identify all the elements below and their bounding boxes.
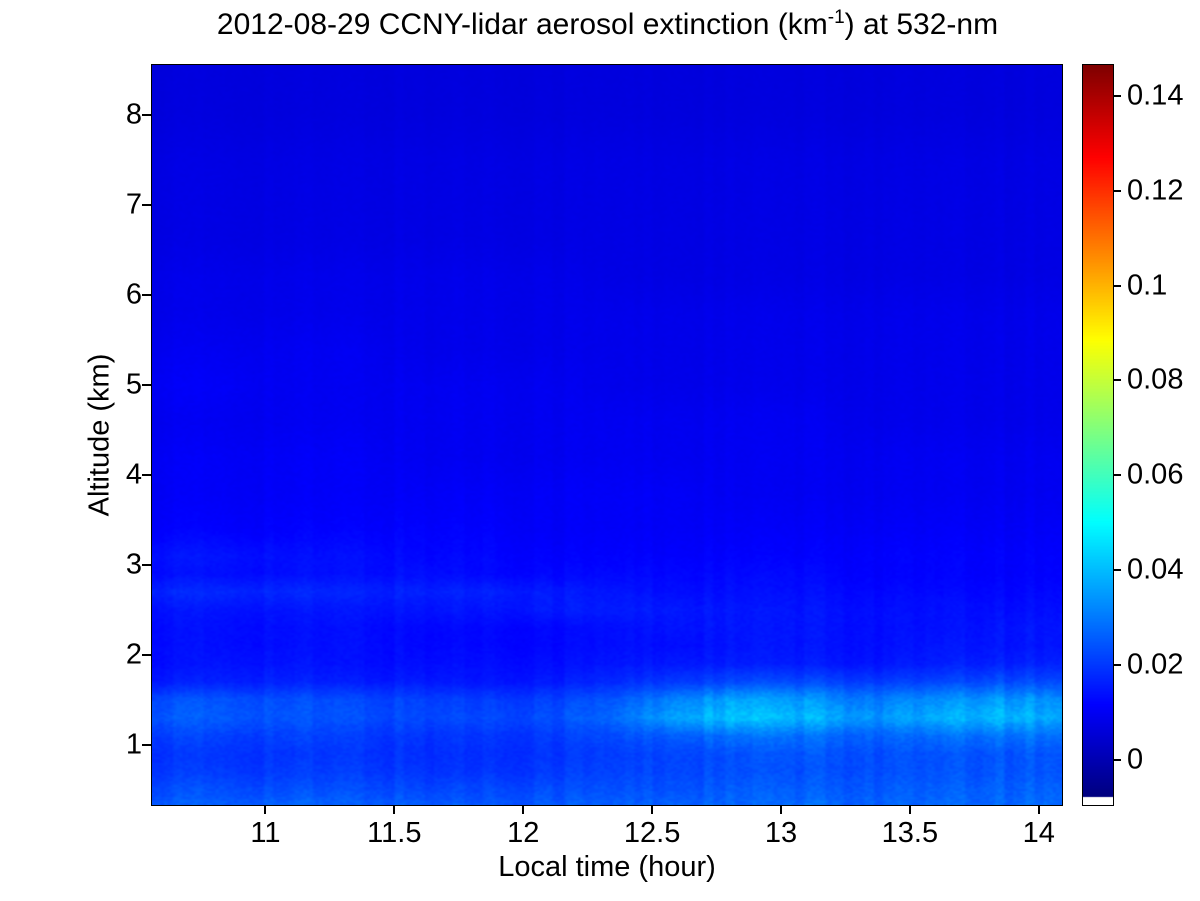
x-axis-label: Local time (hour) (498, 851, 716, 883)
colorbar-tick-label: 0.06 (1127, 458, 1184, 491)
colorbar-tick-label: 0.08 (1127, 363, 1184, 396)
y-tick-label: 4 (125, 458, 142, 491)
y-tick-label: 3 (125, 548, 142, 581)
colorbar-gradient (1082, 64, 1114, 806)
y-tick-label: 2 (125, 638, 142, 671)
y-tick-label: 8 (125, 98, 142, 131)
y-tick-mark (142, 653, 151, 656)
x-tick-label: 14 (1022, 817, 1055, 849)
chart-title-main: 2012-08-29 CCNY-lidar aerosol extinction… (216, 8, 828, 41)
y-tick-mark (142, 743, 151, 746)
colorbar-tick-mark (1114, 569, 1121, 572)
x-tick-label: 12.5 (623, 817, 681, 849)
y-tick-mark (142, 563, 151, 566)
x-tick-label: 11 (250, 817, 281, 849)
x-tick-mark (393, 806, 396, 814)
y-tick-label: 5 (125, 368, 142, 401)
colorbar-tick-mark (1114, 284, 1121, 287)
chart-title: 2012-08-29 CCNY-lidar aerosol extinction… (120, 7, 1095, 42)
colorbar-tick-label: 0.1 (1127, 269, 1168, 302)
x-tick-label: 13.5 (881, 817, 939, 849)
colorbar-tick-mark (1114, 758, 1121, 761)
colorbar-tick-label: 0.04 (1127, 553, 1184, 586)
colorbar-tick-mark (1114, 664, 1121, 667)
x-tick-mark (908, 806, 911, 814)
y-tick-label: 1 (125, 728, 142, 761)
colorbar-tick-mark (1114, 474, 1121, 477)
y-tick-label: 7 (125, 188, 142, 221)
chart-title-tail: ) at 532-nm (844, 8, 999, 41)
colorbar-tick-label: 0 (1127, 743, 1144, 776)
y-tick-label: 6 (125, 278, 142, 311)
x-tick-mark (264, 806, 267, 814)
x-tick-mark (1037, 806, 1040, 814)
y-tick-mark (142, 204, 151, 207)
y-tick-mark (142, 384, 151, 387)
y-tick-mark (142, 294, 151, 297)
x-tick-mark (522, 806, 525, 814)
chart-title-superscript: -1 (827, 7, 845, 28)
colorbar-tick-mark (1114, 189, 1121, 192)
y-tick-mark (142, 114, 151, 117)
heatmap-canvas (151, 64, 1063, 806)
x-tick-mark (651, 806, 654, 814)
colorbar-tick-mark (1114, 94, 1121, 97)
colorbar-tick-label: 0.14 (1127, 79, 1184, 112)
x-tick-label: 11.5 (367, 817, 422, 849)
y-tick-mark (142, 474, 151, 476)
colorbar-tick-label: 0.12 (1127, 174, 1184, 207)
x-tick-mark (780, 806, 782, 814)
x-tick-label: 13 (764, 817, 798, 849)
colorbar-tick-mark (1114, 379, 1121, 382)
colorbar-tick-label: 0.02 (1127, 648, 1184, 681)
x-tick-label: 12 (507, 817, 540, 849)
